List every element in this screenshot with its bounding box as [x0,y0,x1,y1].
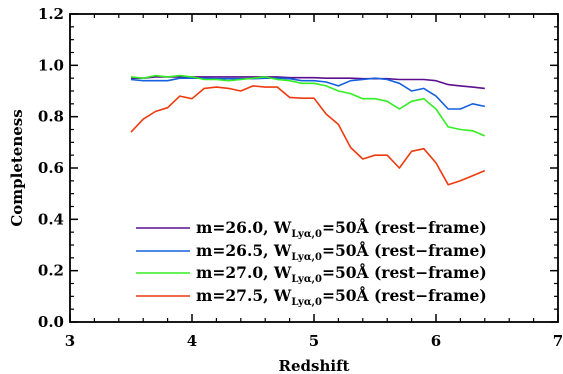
series-line-2 [130,77,485,110]
x-tick-label: 4 [187,332,197,350]
y-tick-label: 0.8 [38,108,64,126]
y-tick-label: 0.4 [38,210,64,228]
legend-label-2: m=26.5, WLyα,0=50Å (rest−frame) [196,241,487,263]
x-tick-label: 3 [65,332,75,350]
y-tick-label: 0.2 [38,262,64,280]
x-tick-label: 7 [553,332,563,350]
x-axis-label: Redshift [279,357,350,374]
plot-frame [69,13,559,323]
legend-label-4: m=27.5, WLyα,0=50Å (rest−frame) [196,286,487,308]
legend: m=26.0, WLyα,0=50Å (rest−frame)m=26.5, W… [136,218,487,308]
x-tick-label: 6 [431,332,441,350]
y-tick-label: 1.2 [38,5,64,23]
data-series [130,74,486,186]
series-line-4 [130,85,486,186]
series-line-3 [130,74,486,137]
legend-label-3: m=27.0, WLyα,0=50Å (rest−frame) [196,263,487,285]
y-tick-label: 1.0 [38,56,64,74]
y-tick-label: 0.0 [38,313,64,331]
x-tick-label: 5 [309,332,319,350]
y-axis-label: Completeness [8,109,26,226]
legend-label-1: m=26.0, WLyα,0=50Å (rest−frame) [196,218,487,240]
y-tick-label: 0.6 [38,159,64,177]
